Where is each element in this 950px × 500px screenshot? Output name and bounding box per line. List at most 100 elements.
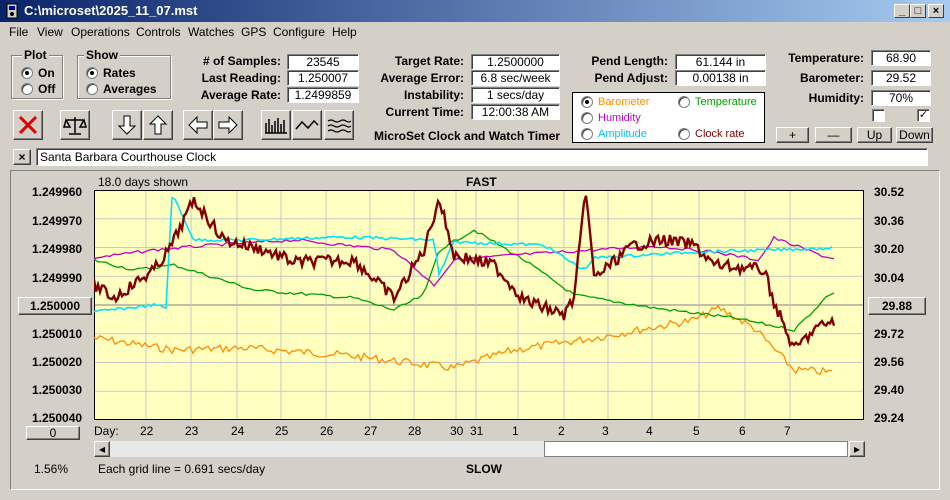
- app-name-label: MicroSet Clock and Watch Timer: [374, 129, 561, 143]
- select-temperature-radio[interactable]: Temperature: [678, 96, 757, 108]
- menu-gps[interactable]: GPS: [241, 25, 267, 39]
- close-window-button[interactable]: ×: [928, 4, 944, 18]
- plot-off-radio[interactable]: Off: [21, 82, 55, 96]
- day-label: 26: [320, 424, 334, 438]
- day-label: 7: [784, 424, 791, 438]
- show-averages-radio[interactable]: Averages: [86, 82, 157, 96]
- left-tick: 1.249980: [32, 242, 83, 256]
- select-humidity-label: Humidity: [598, 112, 641, 124]
- minimize-button[interactable]: _: [894, 4, 910, 18]
- center-rate-button[interactable]: 1.250000: [18, 297, 92, 315]
- option-checkbox-2[interactable]: ✓: [917, 109, 930, 122]
- radio-dot: [581, 112, 593, 124]
- window-title: C:\microset\2025_11_07.mst: [24, 3, 198, 18]
- barometer-value: 29.52: [871, 70, 931, 86]
- menu-operations[interactable]: Operations: [71, 25, 130, 39]
- select-humidity-radio[interactable]: Humidity: [581, 112, 641, 124]
- clear-watch-button[interactable]: ×: [13, 149, 31, 165]
- humidity-value: 70%: [871, 90, 931, 106]
- select-clock-rate-radio[interactable]: Clock rate: [678, 128, 745, 140]
- right-tick: 30.20: [874, 242, 905, 256]
- day-axis-label: Day:: [94, 424, 119, 438]
- maximize-button[interactable]: □: [910, 4, 926, 18]
- average-rate-value: 1.2499859: [287, 87, 359, 103]
- select-amplitude-radio[interactable]: Amplitude: [581, 128, 647, 140]
- show-group-title: Show: [84, 48, 120, 62]
- day-label: 3: [602, 424, 609, 438]
- scale-plus-button[interactable]: +: [776, 127, 809, 143]
- day-label: 1: [512, 424, 519, 438]
- show-rates-radio[interactable]: Rates: [86, 66, 136, 80]
- menu-file[interactable]: File: [9, 25, 29, 39]
- right-tick: 30.52: [874, 185, 905, 199]
- arrow-left-icon: [188, 115, 208, 135]
- barometer-label: Barometer:: [799, 71, 864, 85]
- last-reading-value: 1.250007: [287, 70, 359, 86]
- day-label: 31: [470, 424, 484, 438]
- plot-on-radio[interactable]: On: [21, 66, 55, 80]
- left-tick: 1.250020: [32, 355, 83, 369]
- histogram-button[interactable]: [261, 110, 291, 140]
- scale-up-button[interactable]: Up: [857, 127, 892, 143]
- plot-group-title: Plot: [22, 48, 49, 62]
- scrollbar-thumb[interactable]: [544, 441, 848, 457]
- watch-name-field[interactable]: Santa Barbara Courthouse Clock: [36, 148, 928, 166]
- right-tick: 30.04: [874, 271, 905, 285]
- humidity-label: Humidity:: [808, 91, 864, 105]
- bottom-left-value-button[interactable]: 0: [26, 426, 80, 440]
- radio-dot: [86, 67, 98, 79]
- menu-help[interactable]: Help: [332, 25, 357, 39]
- scale-minus-button[interactable]: —: [815, 127, 852, 143]
- scroll-left-button[interactable]: [183, 110, 213, 140]
- wavy-lines-button[interactable]: [324, 110, 354, 140]
- delete-icon: [18, 115, 38, 135]
- scroll-right-button[interactable]: [213, 110, 243, 140]
- menu-watches[interactable]: Watches: [188, 25, 235, 39]
- wave-icon: [295, 119, 319, 130]
- balance-button[interactable]: [60, 110, 90, 140]
- left-tick: 1.249960: [32, 185, 83, 199]
- scale-down-button[interactable]: Down: [896, 127, 933, 143]
- day-label: 22: [140, 424, 154, 438]
- radio-dot: [678, 128, 690, 140]
- secondary-series-select: Barometer Temperature Humidity Amplitude…: [572, 92, 765, 143]
- right-tick: 29.40: [874, 383, 905, 397]
- scroll-up-button[interactable]: [143, 110, 173, 140]
- wave-button[interactable]: [292, 110, 322, 140]
- average-rate-label: Average Rate:: [200, 88, 281, 102]
- menu-configure[interactable]: Configure: [273, 25, 326, 39]
- radio-dot: [86, 83, 98, 95]
- temperature-value: 68.90: [871, 50, 931, 66]
- select-temperature-label: Temperature: [695, 96, 757, 108]
- radio-dot: [581, 96, 593, 108]
- title-bar: C:\microset\2025_11_07.mst _ □ ×: [0, 0, 950, 22]
- average-error-value: 6.8 sec/week: [471, 70, 560, 86]
- radio-dot: [581, 128, 593, 140]
- select-barometer-label: Barometer: [598, 96, 650, 108]
- plot-on-label: On: [38, 66, 55, 80]
- left-tick: 1.249970: [32, 214, 83, 228]
- delete-button[interactable]: [13, 110, 43, 140]
- select-amplitude-label: Amplitude: [598, 128, 647, 140]
- horizontal-scrollbar[interactable]: ◂ ▸: [94, 441, 865, 457]
- pend-adjust-value: 0.00138 in: [675, 70, 766, 86]
- scroll-down-button[interactable]: [112, 110, 142, 140]
- scroll-right-arrow-icon[interactable]: ▸: [849, 441, 865, 457]
- temperature-label: Temperature:: [788, 51, 864, 65]
- day-label: 6: [739, 424, 746, 438]
- select-barometer-radio[interactable]: Barometer: [581, 96, 649, 108]
- scroll-left-arrow-icon[interactable]: ◂: [94, 441, 110, 457]
- instability-value: 1 secs/day: [471, 87, 560, 103]
- menu-view[interactable]: View: [37, 25, 63, 39]
- center-baro-button[interactable]: 29.88: [868, 297, 926, 315]
- clock-rate-series-line: [94, 195, 836, 348]
- option-checkbox-1[interactable]: [872, 109, 885, 122]
- average-error-label: Average Error:: [380, 71, 464, 85]
- radio-dot: [678, 96, 690, 108]
- menu-controls[interactable]: Controls: [136, 25, 181, 39]
- slow-label: SLOW: [466, 462, 502, 476]
- day-label: 24: [231, 424, 245, 438]
- arrow-up-icon: [148, 115, 168, 135]
- barometer-series-line: [94, 304, 833, 376]
- samples-value: 23545: [287, 54, 359, 70]
